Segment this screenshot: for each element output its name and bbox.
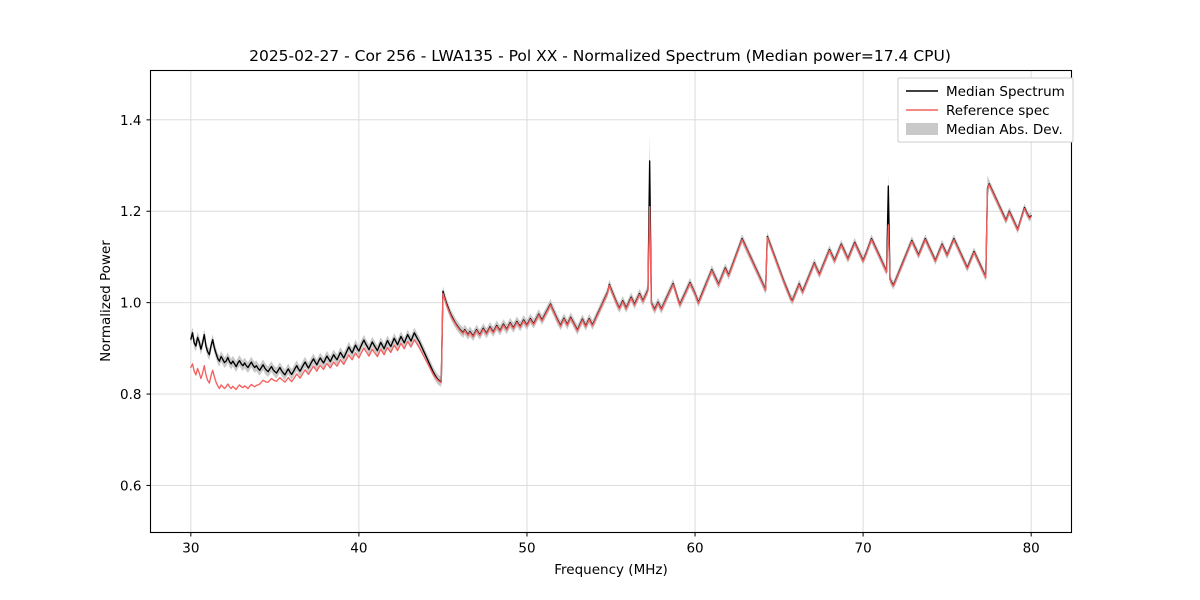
y-tick-label: 1.4 — [120, 113, 141, 129]
plot-frame — [149, 69, 1073, 534]
legend-label: Median Abs. Dev. — [946, 122, 1063, 138]
x-tick-label: 40 — [350, 541, 367, 557]
x-tick-label: 80 — [1023, 541, 1040, 557]
x-axis-label: Frequency (MHz) — [554, 562, 667, 578]
chart-legend[interactable]: Median Spectrum Reference spec Median Abs.… — [897, 77, 1074, 143]
y-tick-label: 0.6 — [120, 478, 141, 494]
legend-label: Reference spec — [946, 103, 1050, 119]
y-tick-label: 1.2 — [120, 204, 141, 220]
y-axis-label: Normalized Power — [98, 240, 114, 362]
y-tick-label: 0.8 — [120, 387, 141, 403]
y-tick-label: 1.0 — [120, 296, 141, 312]
reference-spec-line — [190, 184, 1032, 391]
x-tick-label: 70 — [855, 541, 872, 557]
legend-background — [897, 77, 1074, 143]
y-axis-ticks: 0.6 0.8 1.0 1.2 1.4 — [120, 113, 151, 494]
x-tick-label: 30 — [182, 541, 199, 557]
legend-label: Median Spectrum — [946, 84, 1065, 100]
x-tick-label: 50 — [518, 541, 535, 557]
chart-title: 2025-02-27 - Cor 256 - LWA135 - Pol XX -… — [249, 47, 951, 65]
x-axis-ticks: 30 40 50 60 70 80 — [182, 532, 1040, 557]
legend-swatch-band — [906, 123, 938, 135]
x-tick-label: 60 — [686, 541, 703, 557]
